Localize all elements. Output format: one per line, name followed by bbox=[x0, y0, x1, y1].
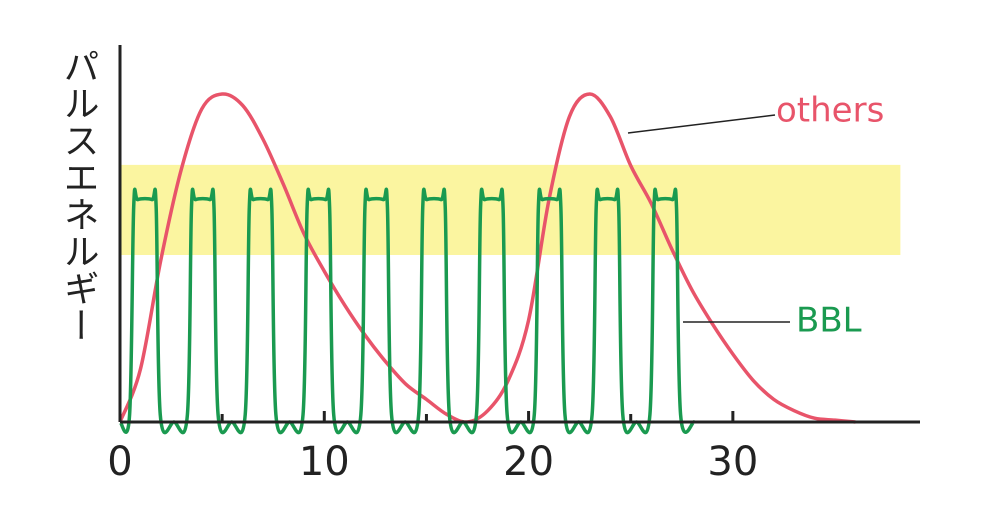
x-tick-label: 10 bbox=[299, 439, 350, 485]
series-label: BBL bbox=[796, 301, 862, 341]
highlight-band bbox=[120, 164, 901, 255]
y-axis-label: パルスエネルギー bbox=[58, 48, 99, 344]
x-tick-label: 20 bbox=[503, 439, 554, 485]
x-tick-label: 30 bbox=[707, 439, 758, 485]
x-tick-label: 0 bbox=[107, 439, 132, 485]
series-label: others bbox=[776, 91, 884, 131]
series-line bbox=[118, 92, 856, 424]
leader-line bbox=[627, 114, 776, 134]
